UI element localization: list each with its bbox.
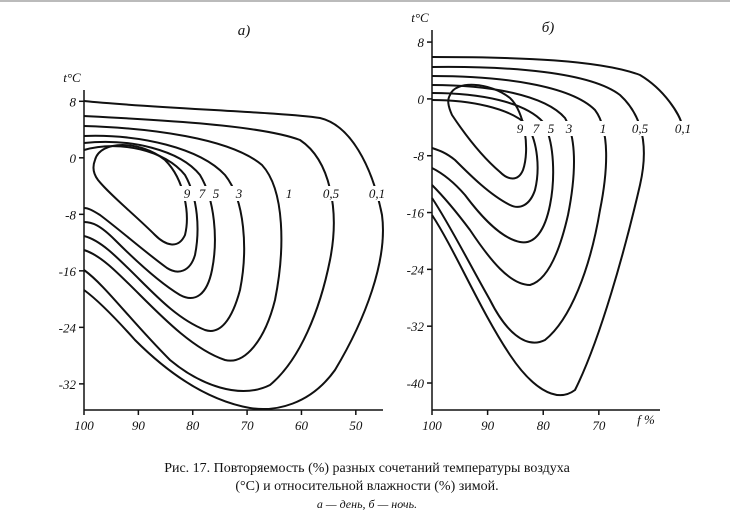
contour-line (83, 145, 199, 273)
contour-line (83, 125, 283, 362)
contour-label-bg (178, 186, 196, 201)
contour-label: 9 (517, 121, 524, 136)
contour-label-bg (207, 186, 225, 201)
contour-label: 7 (533, 121, 540, 136)
contour-label: 0,5 (323, 186, 340, 201)
panel-title: б) (542, 20, 555, 36)
contour-label: 1 (600, 121, 607, 136)
y-tick-label: 8 (418, 35, 425, 50)
x-tick-label: 100 (422, 418, 442, 433)
top-border (0, 0, 730, 2)
contour-label: 5 (548, 121, 555, 136)
contour-line (431, 65, 645, 396)
x-tick-label: 100 (74, 418, 94, 433)
x-tick-label: 90 (481, 418, 495, 433)
contour-line (447, 83, 528, 180)
contour-line (83, 140, 216, 299)
contour-label-bg (230, 186, 248, 201)
contour-line (83, 134, 246, 332)
contour-label-bg (193, 186, 211, 201)
y-tick-label: -24 (59, 320, 77, 335)
y-tick-label: -8 (65, 207, 76, 222)
panel-title: а) (238, 23, 251, 39)
y-tick-label: -8 (413, 149, 424, 164)
x-tick-label: 70 (592, 418, 606, 433)
contour-line (92, 144, 188, 246)
contour-label-bg (674, 121, 692, 136)
contour-line (431, 84, 575, 287)
y-tick-label: -32 (407, 319, 425, 334)
contour-line (431, 75, 608, 344)
contour-label: 7 (199, 186, 206, 201)
contour-line (83, 115, 335, 392)
x-tick-label: 80 (186, 418, 200, 433)
contour-label-bg (322, 186, 340, 201)
y-axis-label: t°C (63, 70, 81, 85)
caption-line: Рис. 17. Повторяемость (%) разных сочета… (164, 461, 570, 476)
x-tick-label: 70 (241, 418, 255, 433)
contour-label: 3 (565, 121, 573, 136)
caption-line: (°C) и относительной влажности (%) зимой… (235, 479, 498, 494)
contour-label-bg (542, 121, 560, 136)
caption-legend: а — день, б — ночь. (317, 497, 417, 511)
y-axis-label: t°C (411, 10, 429, 25)
contour-label-bg (594, 121, 612, 136)
y-tick-label: 0 (418, 92, 425, 107)
y-tick-label: 8 (70, 94, 77, 109)
contour-label-bg (280, 186, 298, 201)
x-tick-label: 60 (295, 418, 309, 433)
contour-label: 0,5 (632, 121, 649, 136)
contour-label: 5 (213, 186, 220, 201)
y-tick-label: 0 (70, 151, 77, 166)
contour-label: 0,1 (369, 186, 385, 201)
contour-label: 0,1 (675, 121, 691, 136)
contour-line (431, 92, 555, 244)
x-tick-label: 80 (537, 418, 551, 433)
contour-label: 3 (235, 186, 243, 201)
contour-label-bg (560, 121, 578, 136)
y-tick-label: -24 (407, 262, 425, 277)
contour-line (431, 99, 539, 208)
contour-line (83, 100, 384, 410)
y-tick-label: -16 (59, 264, 77, 279)
contour-label: 9 (184, 186, 191, 201)
contour-label: 1 (286, 186, 293, 201)
contour-label-bg (631, 121, 649, 136)
x-tick-label: 50 (349, 418, 363, 433)
contour-label-bg (527, 121, 545, 136)
x-tick-label: 90 (132, 418, 146, 433)
x-axis-label: f % (637, 412, 655, 427)
y-tick-label: -32 (59, 377, 77, 392)
y-tick-label: -16 (407, 206, 425, 221)
y-tick-label: -40 (407, 376, 425, 391)
contour-label-bg (368, 186, 386, 201)
contour-line (431, 56, 683, 126)
contour-label-bg (511, 121, 529, 136)
